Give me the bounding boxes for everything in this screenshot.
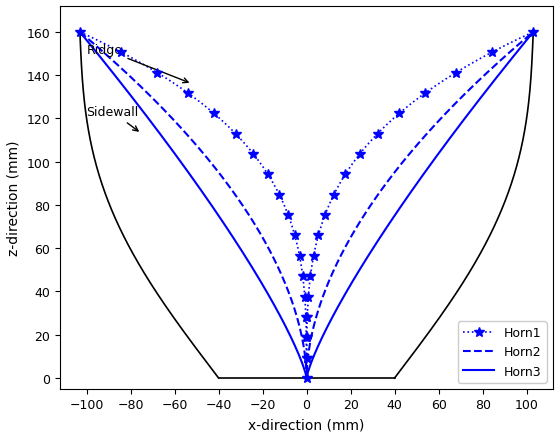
- Line: Horn3: Horn3: [80, 33, 533, 378]
- Horn3: [483, 88, 490, 94]
- Horn1: [303, 355, 310, 360]
- Y-axis label: z-direction (mm): z-direction (mm): [7, 140, 21, 255]
- Horn2: [393, 168, 400, 173]
- Line: Horn2: Horn2: [80, 33, 533, 378]
- Horn1: [304, 314, 311, 320]
- Horn1: [302, 314, 309, 320]
- Horn1: [296, 254, 303, 259]
- Horn1: [291, 233, 298, 239]
- Horn1: [315, 233, 321, 239]
- Horn1: [303, 375, 310, 381]
- Horn1: [185, 91, 192, 96]
- Horn1: [77, 30, 83, 35]
- Horn1: [211, 111, 217, 117]
- Horn1: [304, 335, 310, 340]
- Horn3: [303, 375, 310, 381]
- Horn2: [483, 71, 490, 77]
- Horn1: [321, 213, 328, 218]
- Horn1: [307, 274, 314, 279]
- Horn1: [396, 111, 403, 117]
- Horn2: [303, 375, 310, 381]
- Horn3: [77, 30, 83, 35]
- Horn2: [494, 61, 501, 67]
- Horn3: [342, 293, 348, 298]
- Horn1: [356, 152, 363, 157]
- Horn1: [452, 71, 459, 76]
- Horn1: [154, 71, 161, 76]
- Legend: Horn1, Horn2, Horn3: Horn1, Horn2, Horn3: [458, 321, 547, 383]
- Horn1: [264, 173, 271, 178]
- Line: Horn1: Horn1: [75, 28, 538, 383]
- Horn1: [285, 213, 292, 218]
- Horn1: [303, 355, 310, 360]
- Horn1: [530, 30, 536, 35]
- Horn3: [494, 74, 501, 80]
- Horn1: [232, 132, 239, 137]
- Horn1: [422, 91, 428, 96]
- Horn2: [342, 246, 348, 251]
- Horn1: [250, 152, 257, 157]
- Horn3: [114, 76, 120, 81]
- Horn2: [114, 63, 120, 68]
- Horn3: [393, 211, 400, 216]
- Horn1: [276, 193, 283, 198]
- Text: Sidewall: Sidewall: [86, 106, 139, 132]
- Horn1: [300, 274, 306, 279]
- Horn1: [342, 173, 348, 178]
- Horn2: [77, 30, 83, 35]
- Horn1: [374, 132, 381, 137]
- Horn2: [530, 30, 536, 35]
- Horn1: [330, 193, 337, 198]
- Text: Ridge: Ridge: [86, 44, 188, 84]
- Horn1: [305, 294, 312, 300]
- Horn1: [303, 335, 310, 340]
- Horn3: [441, 144, 447, 149]
- Horn1: [488, 50, 495, 56]
- X-axis label: x-direction (mm): x-direction (mm): [249, 417, 365, 431]
- Horn1: [301, 294, 308, 300]
- Horn3: [530, 30, 536, 35]
- Horn2: [441, 113, 447, 118]
- Horn1: [118, 50, 125, 56]
- Horn1: [310, 254, 317, 259]
